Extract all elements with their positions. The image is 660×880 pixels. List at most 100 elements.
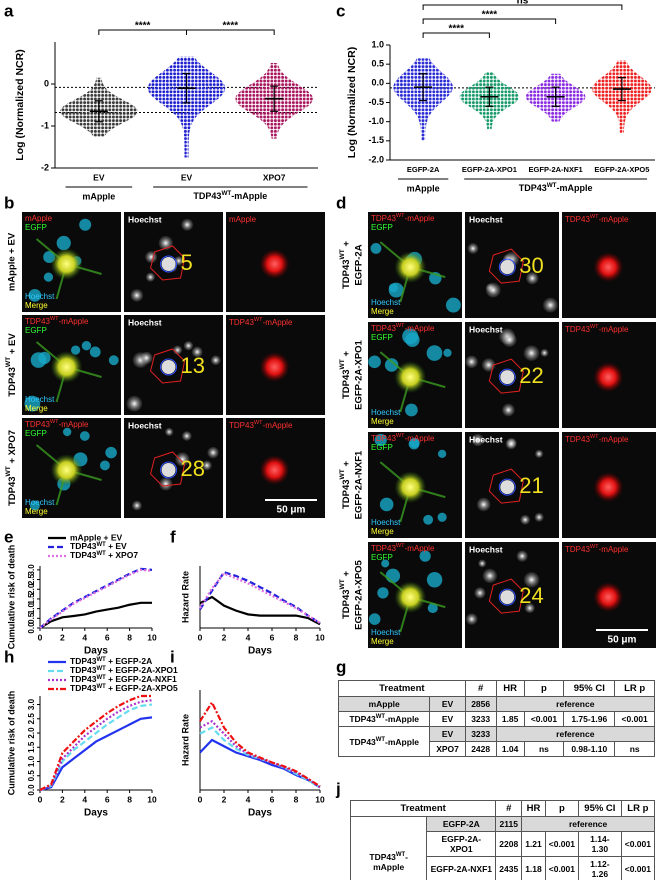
panel-letter: b [4, 193, 14, 212]
row-label: EGFP-2A-XPO5 [354, 559, 365, 629]
text-part: TDP43 [371, 214, 396, 223]
table-cell: 1.75-1.96 [563, 711, 616, 727]
soma [259, 455, 290, 485]
table-cell: 1.04 [495, 741, 525, 757]
soma [50, 248, 83, 280]
x-tick-label: 4 [82, 632, 87, 642]
legend-label: mApple + EV [70, 532, 123, 542]
text-part: TDP43 [70, 656, 97, 666]
nucleus [191, 346, 203, 358]
y-tick-label: 1.0 [27, 603, 36, 615]
series-line [199, 738, 321, 789]
row-label: TDP43WT + [339, 351, 351, 400]
x-tick-label: 4 [82, 794, 87, 804]
table-cell: 2208 [495, 831, 523, 857]
text-part: WT [50, 316, 59, 322]
table-cell: <0.001 [614, 711, 655, 727]
table-cell: <0.001 [620, 856, 656, 880]
table-cell: EGFP-2A [426, 816, 497, 832]
nucleus [467, 242, 479, 254]
channel-label: EGFP [371, 553, 393, 562]
x-tick-label: 2 [60, 632, 65, 642]
group-label: TDP43WT-mApple [519, 182, 593, 193]
nucleus [62, 427, 72, 437]
y-axis-label: Cumulative risk of death [6, 691, 16, 796]
nucleus-outline [160, 461, 178, 479]
channel-label: EGFP [371, 223, 393, 232]
cell-count: 13 [181, 353, 205, 378]
soma [50, 351, 83, 383]
table: Treatment # HR p 95% CI LR p mApple EV 2856 refer… [337, 680, 656, 757]
nucleus [437, 449, 447, 459]
table-cell: reference [495, 726, 656, 742]
x-tick-label: EGFP-2A [407, 165, 440, 174]
dot-swarm [147, 56, 226, 158]
channel-label: Merge [371, 307, 394, 316]
text-part: TDP43 [341, 479, 352, 509]
nucleus [426, 345, 443, 361]
panel-letter: d [336, 193, 346, 212]
nucleus [443, 348, 452, 357]
x-tick-label: 2 [60, 794, 65, 804]
channel-label: Merge [371, 637, 394, 646]
text-part: WT [254, 420, 263, 426]
nucleus [405, 332, 420, 347]
nucleus [368, 613, 381, 625]
y-tick-label: 0 [44, 78, 49, 88]
channel-label: mApple [229, 215, 257, 224]
table-cell: ns [523, 741, 565, 757]
y-tick-label: 1.5 [27, 593, 36, 605]
text-part: TDP43 [371, 544, 396, 553]
channel-label: EGFP [25, 326, 47, 335]
y-tick-label: -1.0 [368, 116, 384, 126]
significance-bracket [422, 32, 490, 38]
y-tick-label: 0.5 [27, 770, 36, 782]
channel-label: Merge [25, 301, 48, 310]
nucleus [502, 403, 515, 417]
channel-label: TDP43WT-mApple [565, 324, 629, 334]
text-part: WT [96, 551, 106, 557]
table-cell: EV [429, 696, 466, 712]
soma [593, 472, 624, 503]
nucleus-outline [498, 258, 516, 276]
nucleus [368, 355, 381, 369]
x-tick-label: 8 [294, 794, 299, 804]
y-tick-label: 2.5 [27, 713, 36, 725]
text-part: TDP43 [341, 259, 352, 289]
channel-label: Hoechst [469, 544, 503, 554]
table-j: Treatment # HR p 95% CI LR p TDP43WT-mApple EGF… [349, 800, 656, 880]
nucleus [181, 218, 194, 231]
row-label: mApple + EV [7, 232, 18, 291]
nucleus-outline [498, 368, 516, 386]
channel-label: TDP43WT-mApple [229, 420, 293, 430]
nucleus [408, 438, 420, 450]
text-part: TDP43 [70, 550, 97, 560]
table-row: EGFP-2A-NXF1 2435 1.18 <0.001 1.12-1.26 <0.00… [351, 856, 656, 880]
nucleus [419, 550, 431, 562]
nucleus [164, 427, 174, 437]
channel-label: Hoechst [469, 214, 503, 224]
channel-label: Hoechst [25, 395, 55, 404]
nucleus [427, 603, 438, 614]
row-label: TDP43WT + [339, 241, 351, 290]
channel-label: Hoechst [371, 408, 401, 417]
cell-outline [488, 578, 524, 614]
channel-label: Hoechst [25, 292, 55, 301]
group-label: TDP43WT-mApple [193, 190, 267, 201]
text-part: + EGFP-2A-NXF1 [106, 674, 177, 684]
y-tick-label: 1.5 [27, 741, 36, 753]
series-line [199, 595, 321, 626]
text-part: -mApple [373, 851, 408, 872]
y-tick-label: 0.5 [27, 612, 36, 624]
header-cell: p [523, 680, 565, 697]
header-cell: HR [521, 800, 546, 817]
nucleus [181, 431, 192, 441]
channel-label: Hoechst [469, 324, 503, 334]
series-line [39, 694, 152, 791]
x-tick-label: XPO7 [263, 172, 286, 182]
series-line [39, 601, 152, 629]
text-part: WT [396, 213, 405, 219]
nucleus [201, 460, 212, 471]
treatment-cell: TDP43WT-mApple [349, 816, 428, 880]
text-part: WT [339, 249, 346, 259]
